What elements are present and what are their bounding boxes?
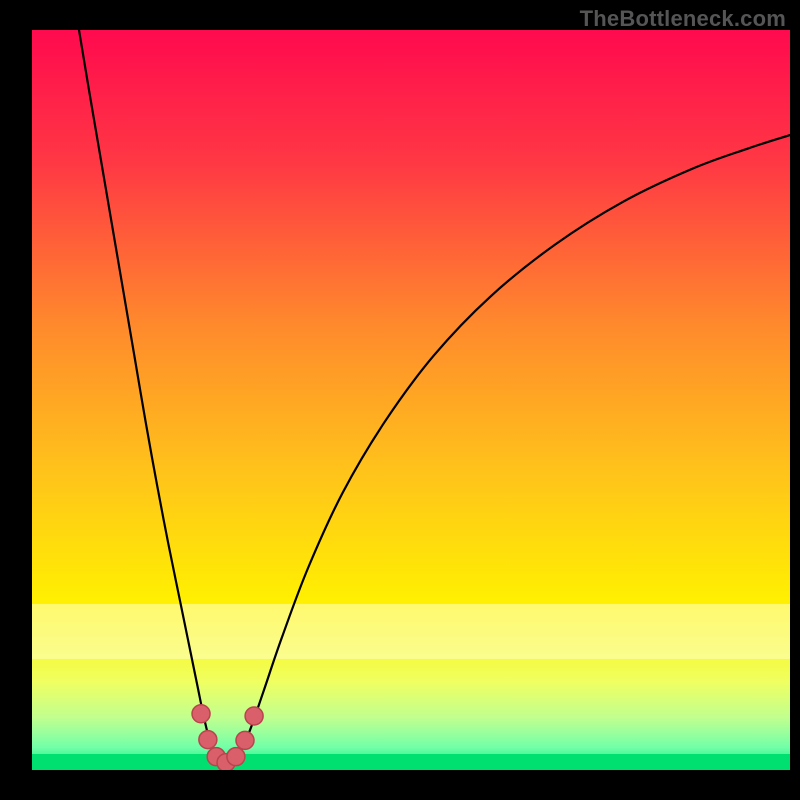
valley-marker <box>245 707 263 725</box>
bottleneck-plot <box>32 30 790 770</box>
chart-frame: TheBottleneck.com <box>0 0 800 800</box>
valley-marker <box>199 731 217 749</box>
valley-marker <box>227 748 245 766</box>
curve-right-branch <box>226 135 790 765</box>
valley-marker <box>192 705 210 723</box>
valley-marker <box>236 731 254 749</box>
watermark-text: TheBottleneck.com <box>580 6 786 32</box>
curve-left-branch <box>79 30 226 766</box>
curve-svg <box>32 30 790 770</box>
